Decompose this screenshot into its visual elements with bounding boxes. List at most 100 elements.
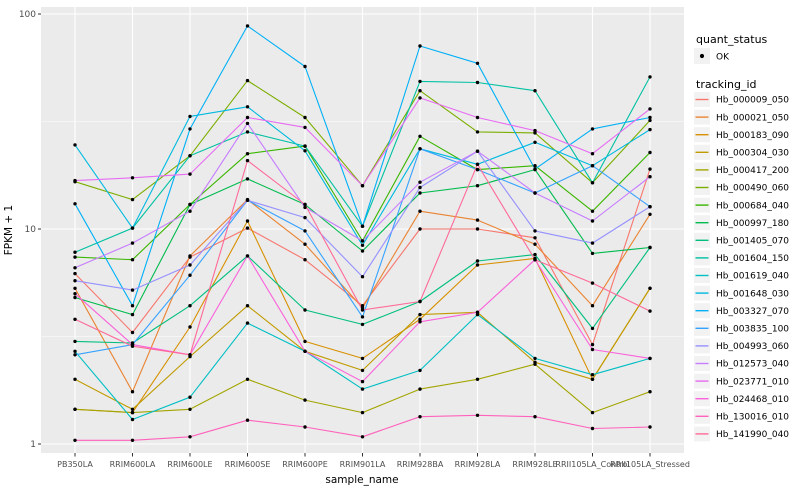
data-point xyxy=(648,115,652,120)
axes: 1 10 100 PB350LA RRIM600LA RRIM600LE RRIM600S… xyxy=(3,10,690,486)
data-point xyxy=(648,309,652,313)
data-point xyxy=(303,398,307,402)
data-point xyxy=(648,390,652,394)
data-point xyxy=(418,191,422,195)
data-point xyxy=(360,315,365,319)
legend-entry-label: Hb_000304_030 xyxy=(716,149,789,159)
data-point xyxy=(303,115,307,120)
data-point xyxy=(475,61,480,65)
data-point xyxy=(303,149,307,153)
data-point xyxy=(360,356,365,361)
data-point xyxy=(648,245,652,250)
data-point xyxy=(590,281,595,285)
data-point xyxy=(360,322,365,327)
data-point xyxy=(648,167,652,171)
legend-entry-Hb_000997_180: Hb_000997_180 xyxy=(694,215,789,231)
data-point xyxy=(418,317,422,321)
data-point xyxy=(188,202,192,207)
legend-entry-label: Hb_001619_040 xyxy=(716,272,789,282)
y-axis-ticks: 1 10 100 xyxy=(19,10,41,450)
legend-entry-label: Hb_012573_040 xyxy=(716,360,789,370)
data-point xyxy=(245,177,250,181)
data-point xyxy=(130,226,135,230)
data-point xyxy=(303,144,307,148)
x-tick-label: RRIM901LA xyxy=(340,460,386,469)
data-point xyxy=(245,226,250,230)
data-point xyxy=(418,134,422,138)
data-point xyxy=(418,387,422,391)
legend-entry-Hb_000490_060: Hb_000490_060 xyxy=(694,180,789,195)
legend-entry-Hb_000417_200: Hb_000417_200 xyxy=(694,162,789,178)
legend-entry-Hb_001604_150: Hb_001604_150 xyxy=(694,250,789,266)
data-point xyxy=(188,435,192,439)
legend-ok-label: OK xyxy=(716,53,730,63)
x-axis-title: sample_name xyxy=(325,474,398,486)
y-tick-label: 1 xyxy=(30,440,36,450)
data-point xyxy=(590,181,595,185)
data-point xyxy=(73,286,77,290)
data-point xyxy=(130,304,135,308)
legend-entry-Hb_000304_030: Hb_000304_030 xyxy=(694,144,789,160)
data-point xyxy=(188,154,192,158)
legend-entry-label: Hb_023771_010 xyxy=(716,377,789,387)
data-point xyxy=(360,184,365,188)
x-tick-label: PB350LA xyxy=(57,460,93,469)
data-point xyxy=(360,379,365,384)
data-point xyxy=(590,410,595,415)
legend-entry-label: Hb_000997_180 xyxy=(716,219,789,229)
data-point xyxy=(648,286,652,290)
legend-entry-label: Hb_000021_050 xyxy=(716,113,789,123)
data-point xyxy=(130,330,135,335)
data-point xyxy=(475,80,480,85)
data-point xyxy=(188,325,192,329)
data-point xyxy=(590,251,595,256)
legend-entry-Hb_000684_040: Hb_000684_040 xyxy=(694,197,789,213)
data-point xyxy=(590,164,595,168)
x-tick-label: RRIM928LE xyxy=(512,460,557,469)
data-point xyxy=(360,224,365,228)
legend-entry-Hb_000009_050: Hb_000009_050 xyxy=(694,92,789,107)
data-point xyxy=(475,263,480,267)
legend-entry-Hb_001405_070: Hb_001405_070 xyxy=(694,232,789,248)
data-point xyxy=(73,339,77,344)
data-point xyxy=(73,377,77,381)
data-point xyxy=(245,418,250,422)
data-point xyxy=(590,377,595,381)
data-point xyxy=(590,373,595,377)
data-point xyxy=(590,326,595,331)
data-point xyxy=(303,308,307,312)
data-point xyxy=(418,415,422,419)
data-point xyxy=(533,362,537,366)
data-point xyxy=(533,167,537,171)
x-tick-label: RRIM600PE xyxy=(282,460,328,469)
legend-entry-Hb_001619_040: Hb_001619_040 xyxy=(694,268,789,283)
data-point xyxy=(303,64,307,69)
data-point xyxy=(73,317,77,321)
data-point xyxy=(130,390,135,394)
legend-entry-label: Hb_141990_040 xyxy=(716,430,789,440)
data-point xyxy=(475,184,480,188)
data-point xyxy=(130,410,135,415)
data-point xyxy=(130,288,135,292)
x-tick-label: RRIM600LE xyxy=(167,460,212,469)
data-point xyxy=(188,114,192,119)
data-point xyxy=(418,227,422,231)
data-point xyxy=(418,299,422,304)
legend-entry-label: Hb_001405_070 xyxy=(716,237,789,247)
x-tick-label: RRII105LA_Stressed xyxy=(610,460,690,469)
y-tick-label: 10 xyxy=(25,225,37,235)
legend-entry-ok: OK xyxy=(694,48,730,64)
data-point xyxy=(188,304,192,308)
y-tick-label: 100 xyxy=(19,10,36,20)
data-point xyxy=(590,219,595,223)
data-point xyxy=(590,127,595,131)
data-point xyxy=(360,239,365,243)
legend-entry-label: Hb_004993_060 xyxy=(716,342,789,352)
legend-entry-label: Hb_000183_090 xyxy=(716,131,789,141)
legend-entry-Hb_003835_100: Hb_003835_100 xyxy=(694,320,789,336)
y-axis-title: FPKM + 1 xyxy=(3,205,15,255)
data-point xyxy=(245,219,250,223)
data-point xyxy=(475,130,480,134)
data-point xyxy=(245,304,250,308)
data-point xyxy=(73,292,77,296)
